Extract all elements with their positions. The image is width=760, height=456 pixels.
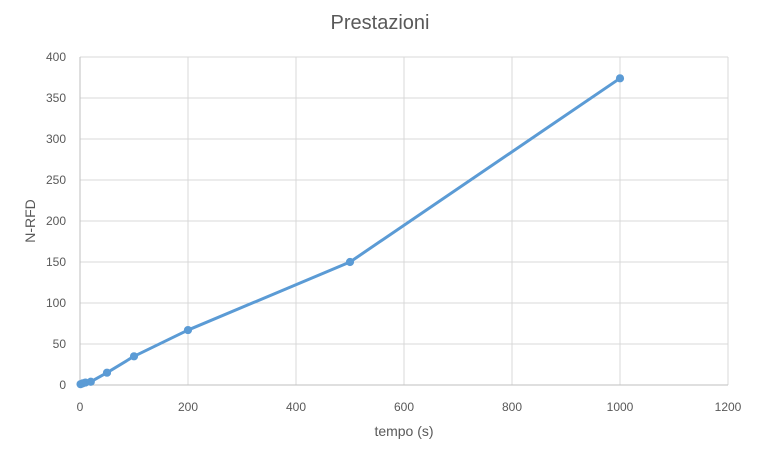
grid-lines [80, 56, 729, 385]
y-tick-label: 300 [46, 132, 66, 146]
data-point [183, 325, 193, 335]
x-tick-label: 1200 [715, 400, 742, 414]
axes: 0 50 100 150 200 250 300 350 400 0 200 400 600 800 100… [46, 50, 742, 414]
data-point [615, 74, 625, 83]
data-point [345, 257, 355, 267]
x-axis-title: tempo (s) [374, 423, 433, 439]
chart-title: Prestazioni [331, 12, 430, 34]
y-tick-label: 350 [46, 91, 66, 105]
x-tick-label: 0 [77, 400, 84, 414]
series-line [79, 76, 622, 386]
y-axis-title: N-RFD [22, 199, 38, 243]
x-tick-label: 800 [502, 400, 522, 414]
data-point [102, 368, 112, 377]
y-tick-label: 200 [46, 214, 66, 228]
x-tick-label: 200 [178, 400, 198, 414]
y-tick-label: 400 [46, 50, 66, 64]
data-point [86, 377, 95, 386]
y-tick-label: 150 [46, 255, 66, 269]
y-tick-label: 0 [59, 378, 66, 392]
y-tick-label: 250 [46, 173, 66, 187]
x-tick-label: 1000 [607, 400, 634, 414]
series-layer [76, 74, 625, 389]
y-tick-label: 100 [46, 296, 66, 310]
data-point [129, 352, 139, 361]
x-tick-label: 600 [394, 400, 414, 414]
x-tick-label: 400 [286, 400, 306, 414]
y-tick-label: 50 [53, 337, 67, 351]
